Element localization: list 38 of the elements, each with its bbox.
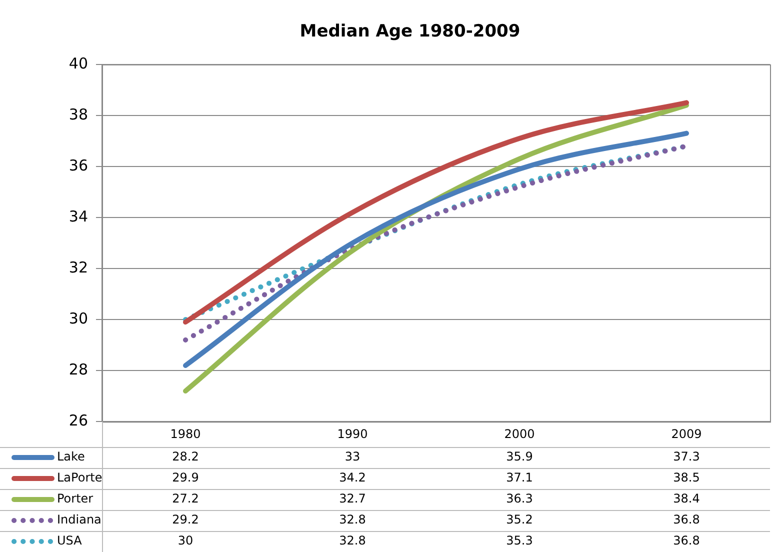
- y-tick-label: 40: [68, 54, 88, 72]
- y-tick-label: 34: [68, 207, 88, 226]
- y-tick-label: 26: [68, 411, 88, 430]
- x-tick-label: 1980: [170, 426, 201, 441]
- legend-label: Indiana: [57, 512, 102, 527]
- y-tick-label: 38: [68, 105, 88, 124]
- data-label: 37.3: [673, 450, 700, 464]
- legend-label: Porter: [57, 492, 94, 506]
- data-label: 29.9: [172, 470, 199, 485]
- data-label: 30: [178, 534, 194, 548]
- data-label: 27.2: [172, 492, 199, 506]
- data-label: 36.3: [506, 492, 533, 506]
- data-label: 34.2: [339, 470, 366, 485]
- data-label: 36.8: [673, 534, 700, 548]
- data-label: 32.8: [339, 534, 366, 548]
- y-tick-label: 32: [68, 258, 88, 276]
- x-tick-label: 2000: [504, 426, 535, 441]
- data-label: 38.4: [673, 492, 700, 506]
- x-tick-label: 1990: [337, 426, 368, 441]
- data-label: 37.1: [506, 470, 533, 485]
- data-label: 36.8: [673, 512, 700, 527]
- data-label: 32.8: [339, 512, 366, 527]
- legend-label: LaPorte: [57, 470, 102, 485]
- y-tick-label: 36: [68, 156, 88, 174]
- data-label: 33: [344, 450, 360, 464]
- chart-title: Median Age 1980-2009: [300, 22, 520, 42]
- data-label: 35.2: [506, 512, 533, 527]
- legend-label: USA: [57, 534, 83, 548]
- y-tick-label: 30: [68, 309, 88, 328]
- y-tick-label: 28: [68, 360, 88, 378]
- data-label: 32.7: [339, 492, 366, 506]
- data-label: 28.2: [172, 450, 199, 464]
- data-label: 35.3: [506, 534, 533, 548]
- data-label: 38.5: [673, 470, 700, 485]
- legend-label: Lake: [57, 450, 85, 464]
- data-label: 29.2: [172, 512, 199, 527]
- x-tick-label: 2009: [671, 426, 702, 441]
- data-label: 35.9: [506, 450, 533, 464]
